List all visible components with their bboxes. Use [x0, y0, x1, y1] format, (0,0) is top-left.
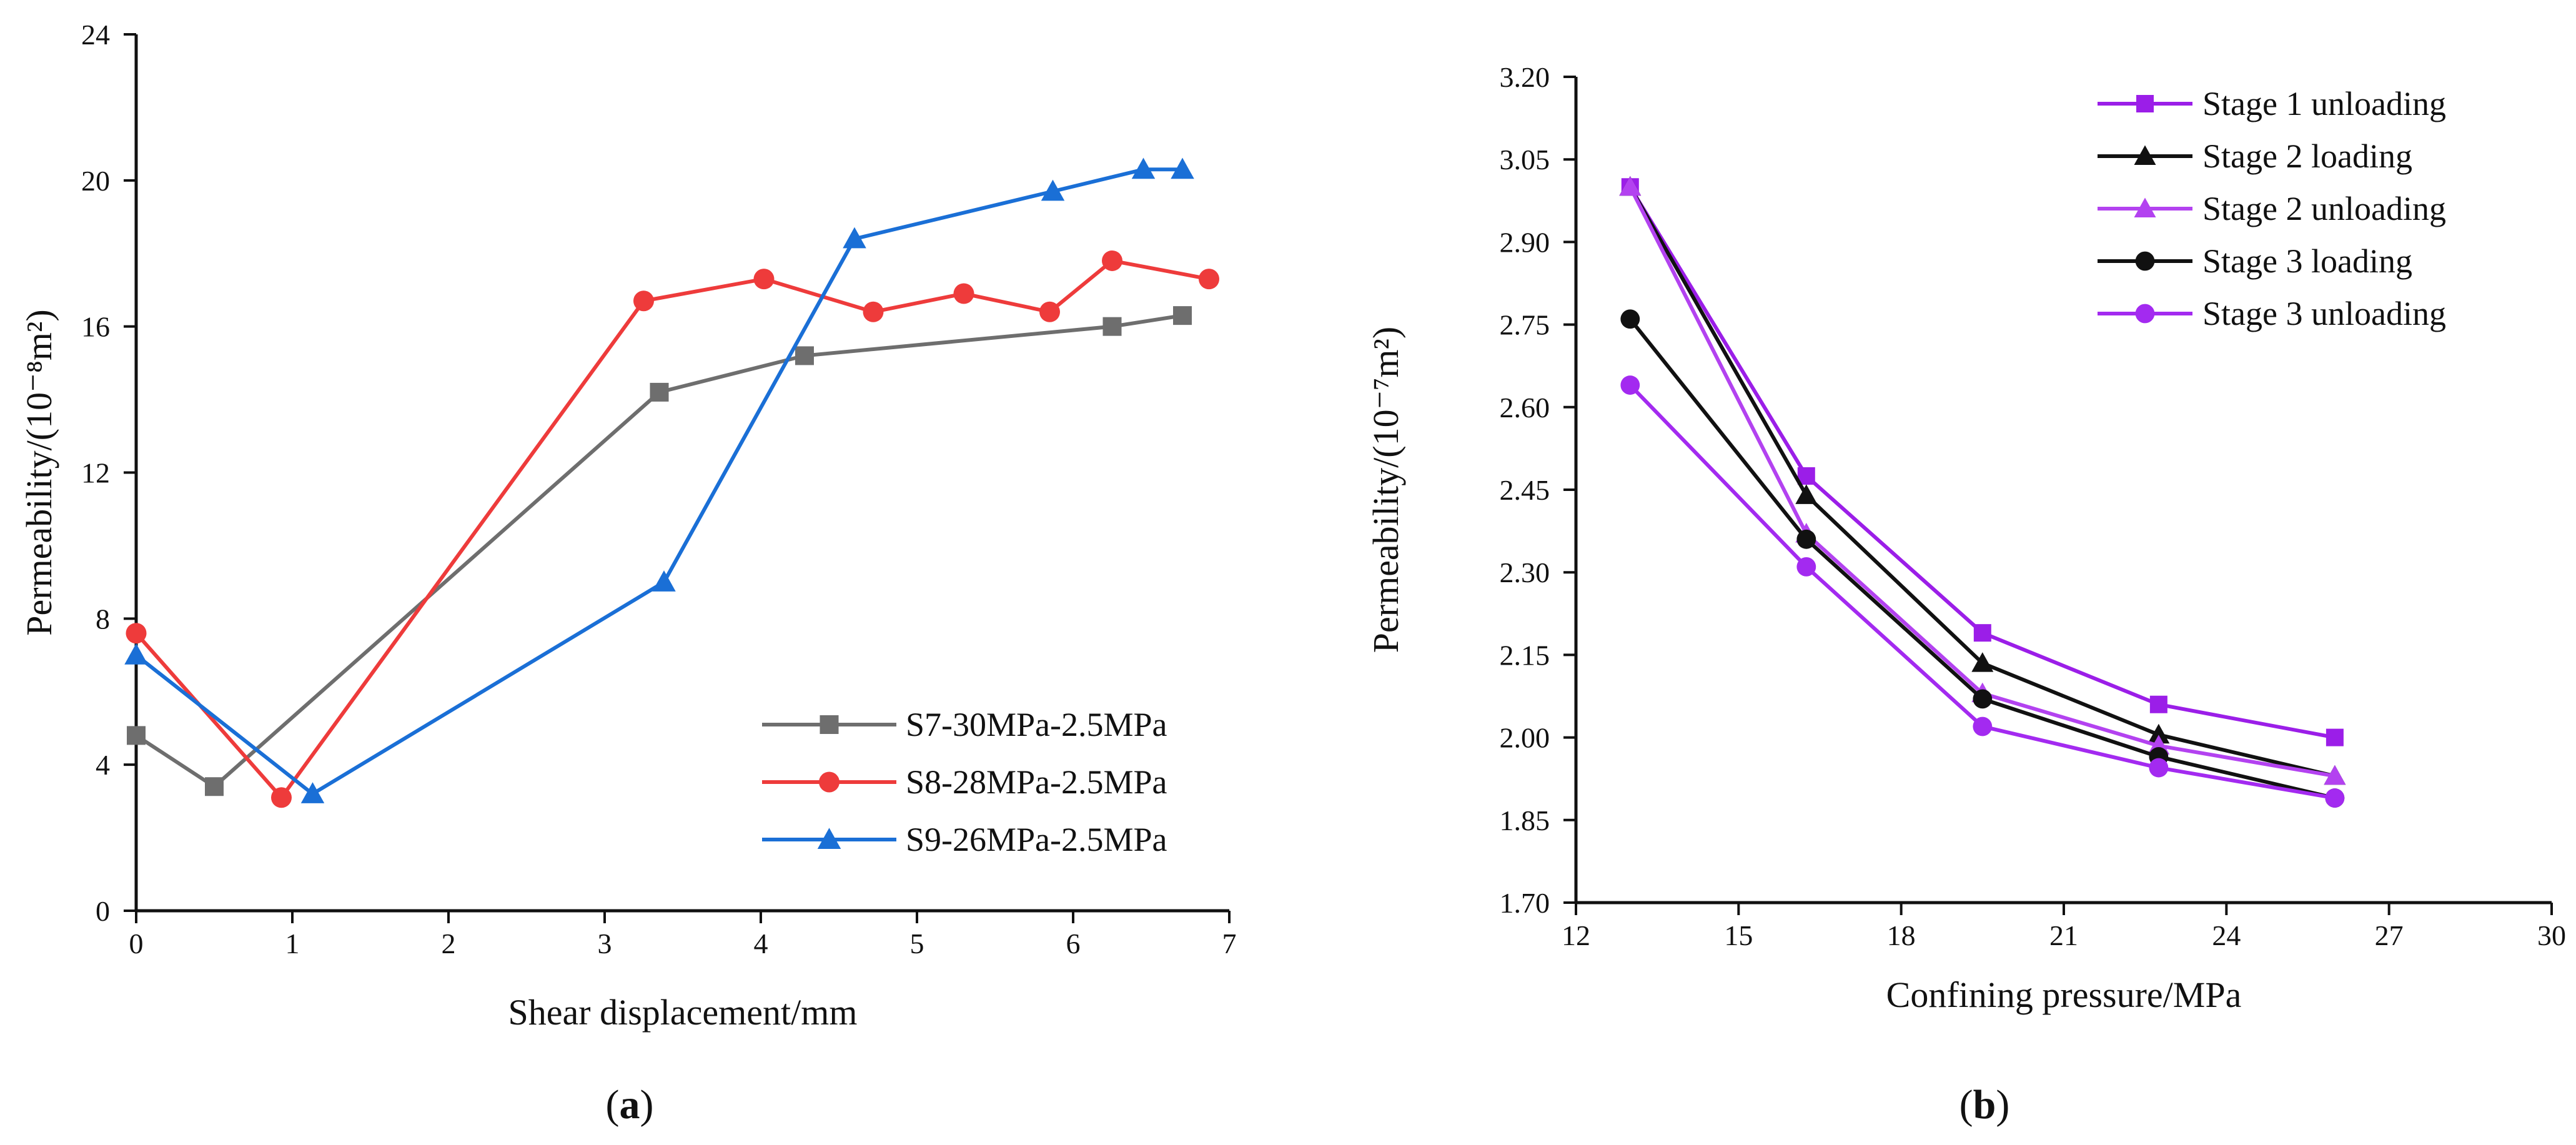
- panel-b-legend-label: Stage 3 unloading: [2202, 295, 2446, 332]
- panel-b-data-point: [1796, 529, 1816, 549]
- panel-a-data-point: [1173, 306, 1192, 325]
- panel-a-y-tick-label: 16: [81, 311, 110, 343]
- panel-a-y-tick-label: 12: [81, 457, 110, 489]
- panel-a-y-tick-label: 0: [96, 895, 110, 927]
- panel-b-data-point: [1796, 557, 1816, 577]
- panel-b-data-point: [1971, 652, 1994, 672]
- panel-a-data-point: [650, 382, 669, 402]
- panel-a-y-tick-label: 4: [96, 749, 110, 781]
- panel-a-data-point: [300, 782, 325, 803]
- panel-b-data-point: [1620, 309, 1640, 329]
- panel-b-data-point: [1973, 716, 1993, 736]
- panel-a-data-point: [652, 570, 676, 592]
- panel-a-x-axis-title: Shear displacement/mm: [508, 992, 858, 1033]
- panel-a-data-point: [753, 269, 775, 290]
- panel-b-data-point: [2149, 758, 2169, 778]
- panel-a-x-tick-label: 5: [910, 928, 924, 959]
- panel-b-x-tick-label: 24: [2212, 919, 2241, 951]
- panel-a-data-point: [843, 227, 866, 249]
- panel-a-x-tick-label: 2: [442, 928, 456, 959]
- panel-a-x-tick-label: 7: [1222, 928, 1237, 959]
- panel-b-y-tick-label: 2.15: [1500, 639, 1550, 671]
- panel-b-chart: 12 15 18 21 24 27 30 1.70 1.85 2.00 2.15 2.30 2.45 2.…: [1365, 61, 2566, 1128]
- panel-b-data-point: [1620, 375, 1640, 395]
- panel-a-legend-marker: [820, 715, 839, 734]
- panel-a-data-point: [633, 290, 654, 312]
- panel-a-legend-label: S7-30MPa-2.5MPa: [906, 706, 1167, 743]
- panel-a-data-point: [1102, 317, 1122, 336]
- panel-a-series-line-1: [135, 314, 1183, 789]
- panel-b-y-tick-label: 2.30: [1500, 557, 1550, 588]
- panel-b-data-point: [1973, 689, 1993, 709]
- panel-b-y-tick-label: 1.85: [1500, 805, 1550, 836]
- panel-a-y-tick-label: 8: [96, 603, 110, 635]
- panel-b-legend-label: Stage 2 loading: [2202, 137, 2412, 175]
- panel-a-legend-marker: [817, 828, 841, 849]
- panel-a-data-point: [1039, 301, 1060, 322]
- panel-b-y-axis-title: Permeability/(10⁻⁷m²): [1365, 327, 1406, 653]
- panel-b-data-point: [2324, 765, 2346, 785]
- panel-b-x-axis-title: Confining pressure/MPa: [1886, 974, 2242, 1015]
- panel-b-x-tick-label: 27: [2375, 919, 2404, 951]
- panel-a-y-axis-title: Permeability/(10⁻⁸m²): [19, 309, 59, 635]
- panel-b-y-tick-label: 2.90: [1500, 226, 1550, 258]
- panel-b-data-point: [2326, 728, 2344, 746]
- panel-a-data-point: [1041, 179, 1065, 201]
- panel-a-series-line-3: [135, 167, 1182, 796]
- panel-a-panel-label: (a): [606, 1082, 654, 1128]
- panel-b-y-tick-label: 2.75: [1500, 309, 1550, 341]
- panel-b-data-point: [2147, 723, 2170, 744]
- panel-b-y-tick-label: 2.00: [1500, 722, 1550, 754]
- panel-a-x-tick-label: 3: [598, 928, 612, 959]
- panel-b-legend-label: Stage 1 unloading: [2202, 85, 2446, 122]
- panel-b-legend-marker: [2134, 197, 2156, 217]
- panel-b-x-tick-label: 18: [1887, 919, 1916, 951]
- panel-a-data-point: [863, 301, 884, 322]
- panel-b-y-tick-label: 2.45: [1500, 474, 1550, 506]
- panel-b-legend-marker: [2134, 145, 2156, 165]
- panel-a-x-tick-label: 6: [1066, 928, 1081, 959]
- panel-a-data-point: [1171, 157, 1194, 179]
- panel-b-data-point: [1795, 484, 1818, 504]
- panel-b-data-point: [2325, 788, 2345, 808]
- panel-b-y-tick-label: 3.05: [1500, 144, 1550, 176]
- panel-a-data-point: [953, 283, 974, 304]
- panel-a-x-tick-label: 0: [129, 928, 144, 959]
- panel-a-data-point: [205, 777, 224, 796]
- panel-b-legend-label: Stage 2 unloading: [2202, 190, 2446, 227]
- panel-b-legend-marker: [2136, 95, 2154, 112]
- panel-a-data-point: [124, 643, 148, 665]
- panel-b-y-tick-label: 2.60: [1500, 392, 1550, 424]
- panel-b-legend-label: Stage 3 loading: [2202, 242, 2412, 280]
- panel-b-data-point: [2149, 695, 2167, 713]
- panel-a-data-point: [795, 346, 814, 365]
- panel-a-legend-marker: [819, 771, 840, 793]
- panel-b-x-tick-label: 12: [1562, 919, 1590, 951]
- panel-b-data-point: [1973, 624, 1991, 642]
- panel-a-y-tick-label: 24: [81, 19, 110, 51]
- panel-b-legend-marker: [2135, 304, 2155, 324]
- panel-a-data-point: [126, 623, 147, 644]
- panel-a-data-point: [271, 787, 292, 808]
- panel-a-x-tick-label: 1: [285, 928, 300, 959]
- panel-a-y-tick-label: 20: [81, 165, 110, 197]
- panel-a-data-point: [1102, 250, 1122, 271]
- panel-a-data-point: [127, 726, 146, 745]
- panel-b-series-line-5: [1628, 384, 2336, 800]
- panel-b-x-tick-label: 21: [2049, 919, 2078, 951]
- panel-a-legend-label: S8-28MPa-2.5MPa: [906, 763, 1167, 801]
- panel-b-panel-label: (b): [1959, 1082, 2010, 1128]
- panel-b-data-point: [1619, 176, 1642, 196]
- panel-b-x-tick-label: 30: [2537, 919, 2566, 951]
- panel-b-x-tick-label: 15: [1724, 919, 1753, 951]
- panel-a-x-tick-label: 4: [754, 928, 768, 959]
- panel-b-y-tick-label: 1.70: [1500, 887, 1550, 919]
- panel-a-data-point: [1199, 269, 1219, 290]
- panel-b-y-tick-label: 3.20: [1500, 61, 1550, 93]
- panel-a-data-point: [1131, 157, 1156, 179]
- panel-b-legend-marker: [2135, 251, 2155, 271]
- panel-a-legend-label: S9-26MPa-2.5MPa: [906, 821, 1167, 858]
